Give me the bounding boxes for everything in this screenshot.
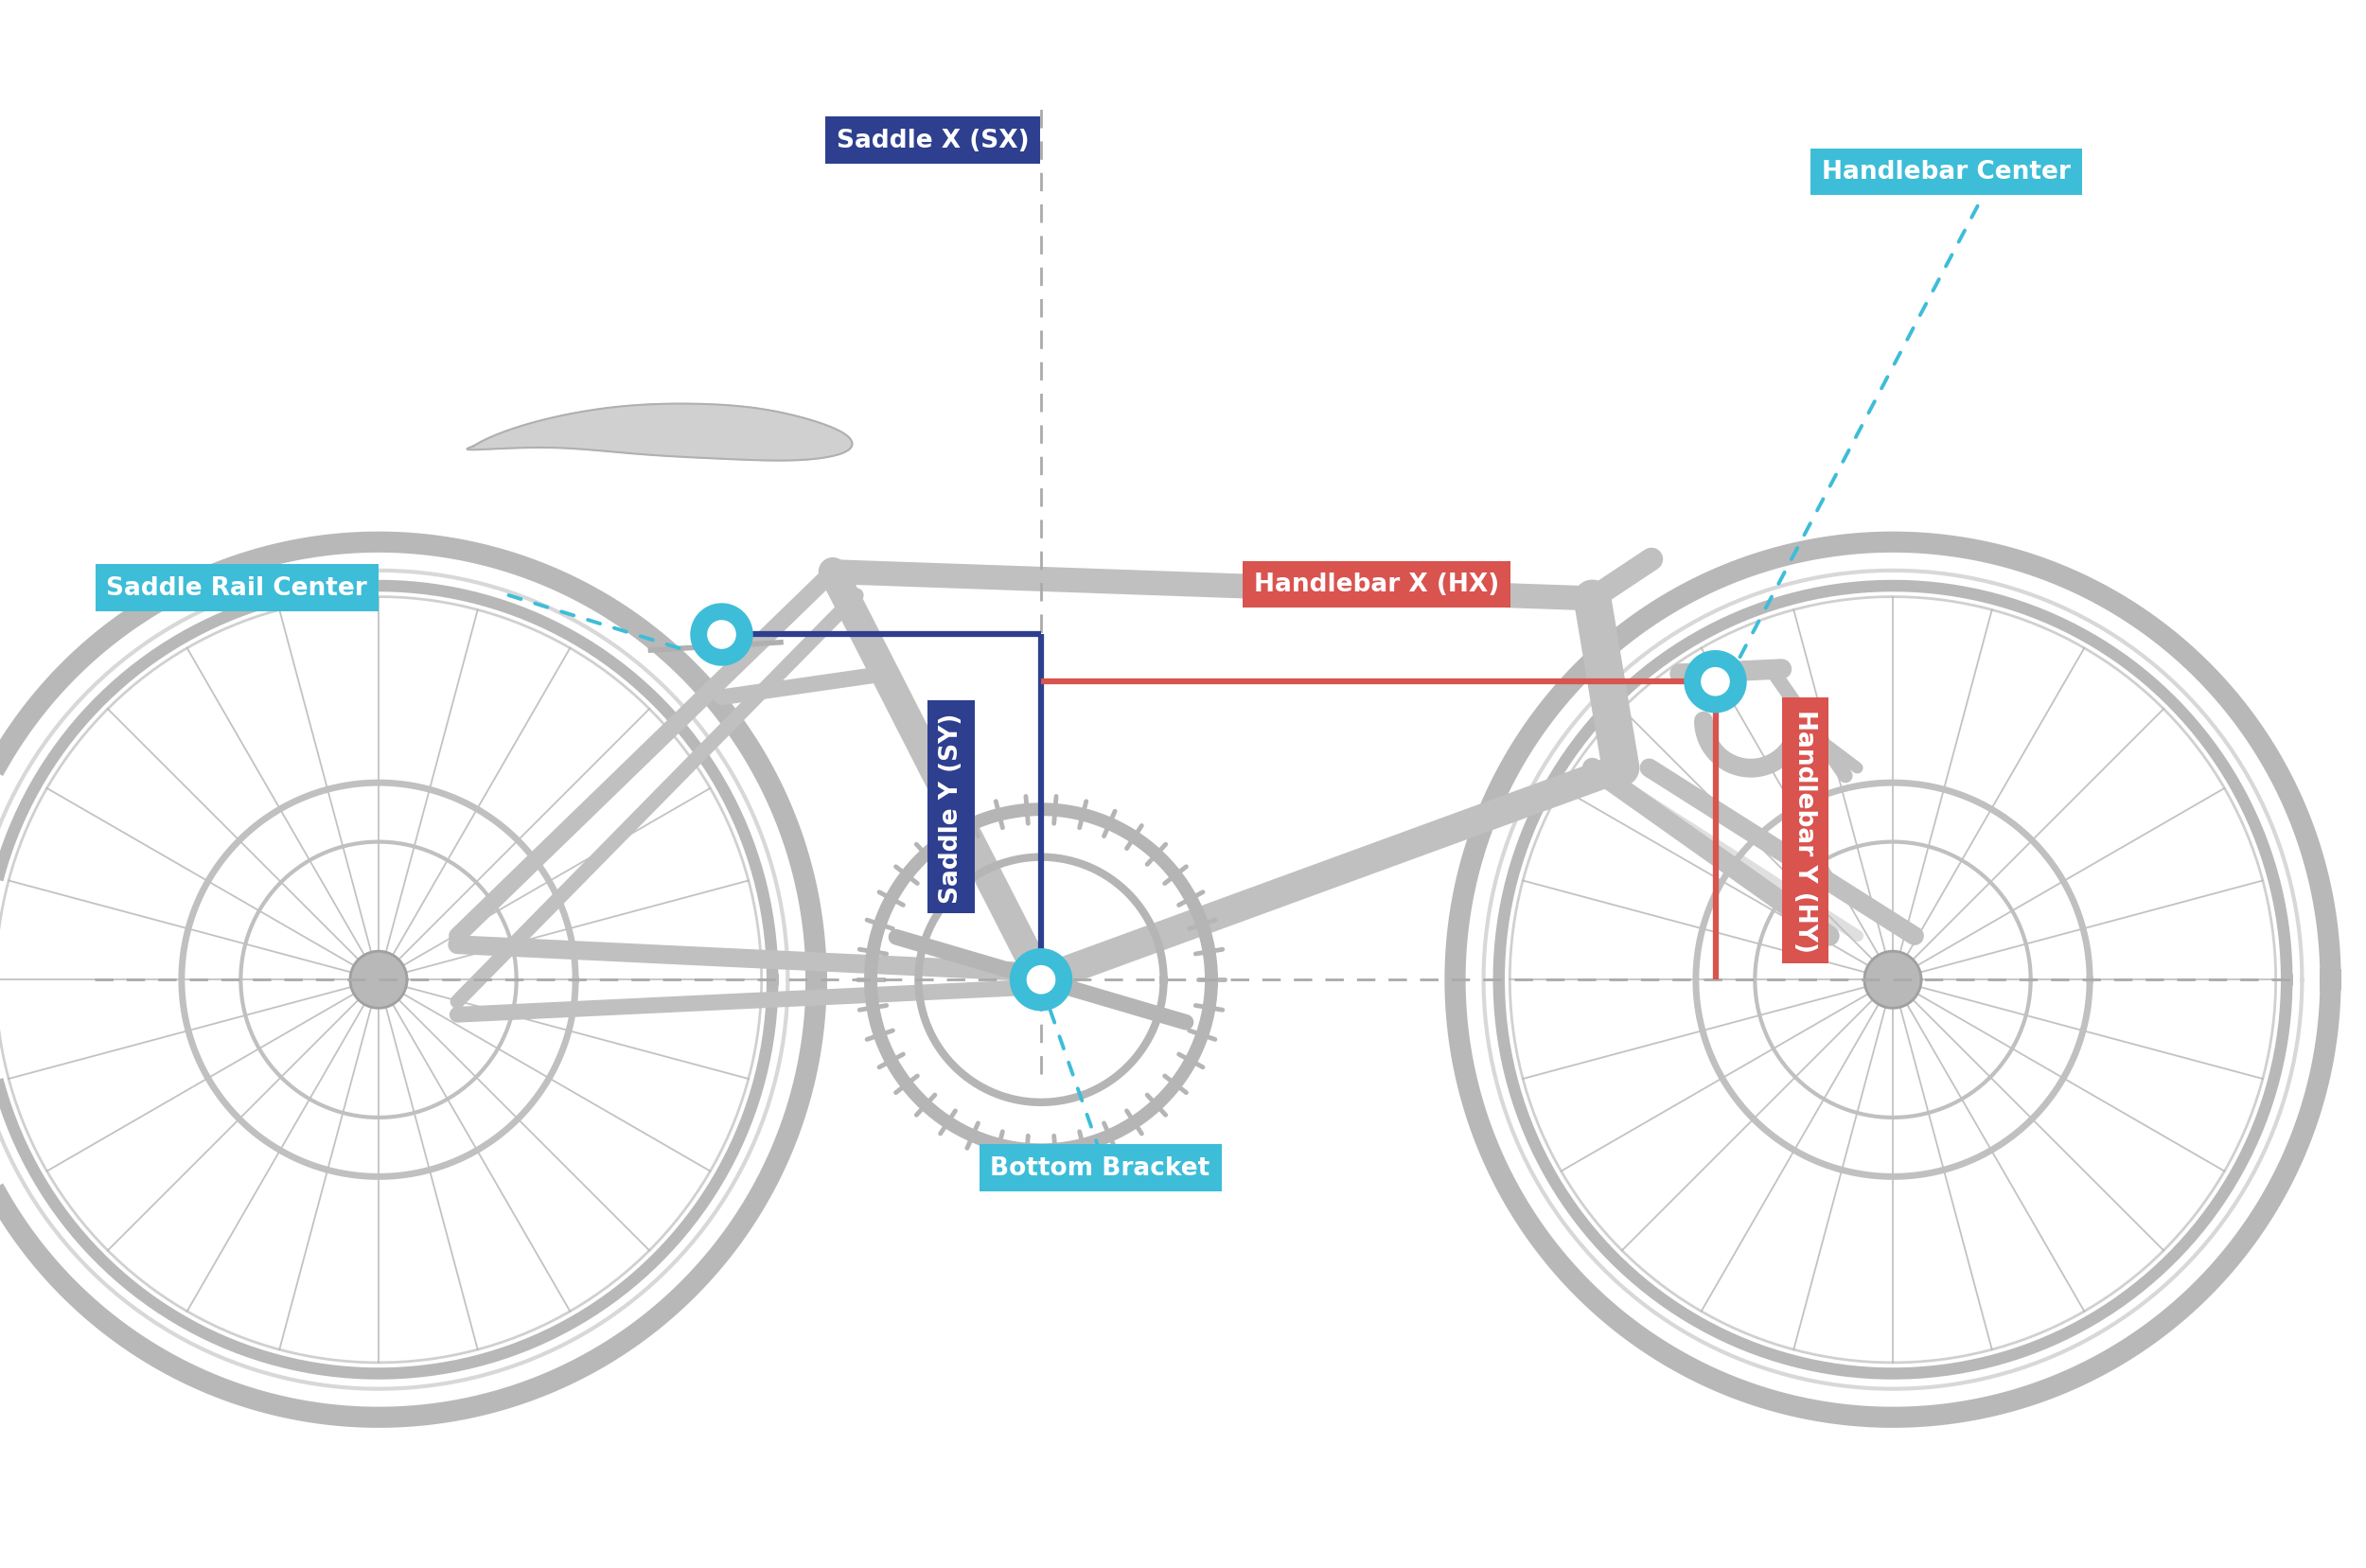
Polygon shape [1010,949,1072,1011]
Polygon shape [1701,668,1730,696]
Polygon shape [707,621,736,649]
Polygon shape [1864,952,1921,1008]
Polygon shape [466,405,852,461]
Text: Saddle Rail Center: Saddle Rail Center [106,575,367,601]
Text: Bottom Bracket: Bottom Bracket [991,1156,1209,1181]
Text: Handlebar Y (HY): Handlebar Y (HY) [1793,709,1817,953]
Text: Handlebar X (HX): Handlebar X (HX) [1254,572,1500,597]
Text: Handlebar Center: Handlebar Center [1822,160,2070,185]
Text: Saddle Y (SY): Saddle Y (SY) [939,712,963,903]
Polygon shape [1455,543,2331,1417]
Polygon shape [1027,966,1055,994]
Text: Saddle X (SX): Saddle X (SX) [838,129,1029,154]
Polygon shape [691,604,752,666]
Polygon shape [0,543,816,1417]
Polygon shape [1017,956,1065,1004]
Polygon shape [1685,651,1746,713]
Polygon shape [350,952,407,1008]
